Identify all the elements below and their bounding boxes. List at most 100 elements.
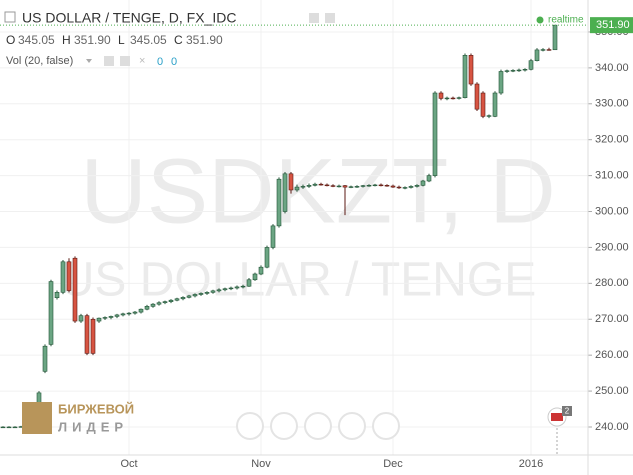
candle-body — [342, 185, 348, 188]
candle-body — [474, 83, 480, 110]
candle-body — [480, 92, 486, 117]
realtime-dot — [536, 16, 544, 24]
last-price-label: 351.90 — [596, 19, 630, 31]
candle-body — [330, 185, 336, 187]
flag: 2 — [547, 406, 572, 455]
ohlc-key: H — [62, 33, 71, 47]
zoom-out-button[interactable] — [270, 412, 298, 440]
candle-body — [12, 426, 18, 429]
settings-icon[interactable] — [120, 56, 130, 66]
candle-body — [60, 261, 66, 293]
collapse-icon[interactable] — [4, 11, 16, 23]
candle-body — [318, 183, 324, 186]
candle-body — [168, 299, 174, 302]
y-tick-label: 270.00 — [595, 313, 629, 325]
candle-body — [150, 303, 156, 307]
zoom-in-button[interactable] — [338, 412, 366, 440]
candle-body — [360, 185, 366, 187]
candle-body — [48, 281, 54, 345]
candle-body — [408, 186, 414, 188]
nav-buttons — [236, 412, 400, 440]
candle-body — [258, 266, 264, 275]
candle-body — [228, 287, 234, 290]
candle-body — [132, 311, 138, 314]
scroll-right-button[interactable] — [372, 412, 400, 440]
candle-body — [204, 292, 210, 294]
candle-body — [456, 97, 462, 99]
y-tick-label: 330.00 — [595, 98, 629, 110]
candle-body — [138, 308, 144, 313]
candle-body — [90, 318, 96, 354]
ohlc-value: 351.90 — [186, 33, 223, 47]
candle-body — [78, 315, 84, 322]
watermark-subtitle: US DOLLAR / TENGE — [60, 254, 537, 307]
ohlc-value: 351.90 — [74, 33, 111, 47]
y-tick-label: 280.00 — [595, 277, 629, 289]
candle-body — [312, 183, 318, 186]
candle-body — [180, 297, 186, 300]
candle-body — [528, 60, 534, 70]
candle-body — [66, 261, 72, 291]
x-tick-label: 2016 — [519, 458, 543, 470]
candle-body — [162, 301, 168, 304]
ohlc-key: O — [6, 33, 15, 47]
volume-value: 0 — [171, 56, 177, 68]
candle-body — [246, 279, 252, 287]
y-tick-label: 250.00 — [595, 385, 629, 397]
candle-body — [114, 314, 120, 317]
scroll-left-button[interactable] — [236, 412, 264, 440]
reset-button[interactable] — [304, 412, 332, 440]
candle-body — [372, 184, 378, 187]
candle-body — [348, 186, 354, 188]
candle-body — [216, 289, 222, 292]
candle-body — [72, 257, 78, 322]
close-icon[interactable]: × — [139, 55, 145, 67]
candle-body — [240, 285, 246, 288]
candle-body — [354, 186, 360, 188]
candle-body — [498, 71, 504, 94]
candle-body — [402, 187, 408, 189]
candle-body — [444, 97, 450, 100]
flag-badge — [562, 406, 572, 416]
candle-body — [516, 69, 522, 72]
candle-body — [396, 186, 402, 189]
candle-body — [198, 293, 204, 295]
candle-body — [108, 316, 114, 318]
candle-body — [432, 92, 438, 176]
watermark: USDKZT, D — [80, 140, 555, 242]
candle-body — [174, 298, 180, 301]
candle-body — [144, 306, 150, 310]
candle-body — [426, 175, 432, 182]
candle-body — [252, 273, 258, 281]
ohlc-value: 345.05 — [130, 33, 167, 47]
candle-body — [6, 426, 12, 429]
candle-body — [264, 247, 270, 268]
candle-body — [324, 184, 330, 187]
candle-body — [120, 313, 126, 316]
dropdown-icon[interactable] — [86, 59, 92, 63]
settings-icon[interactable] — [309, 13, 319, 23]
candle-body — [438, 92, 444, 99]
ohlc-legend: O 345.05 H 351.90 L 345.05 C 351.90 — [6, 33, 223, 47]
candle-body — [492, 92, 498, 117]
candle-body — [306, 185, 312, 187]
candle-body — [186, 295, 192, 298]
settings-icon[interactable] — [104, 56, 114, 66]
candle-body — [552, 24, 558, 51]
candle-body — [546, 49, 552, 51]
ohlc-key: L — [118, 33, 125, 47]
y-tick-label: 300.00 — [595, 205, 629, 217]
candle-body — [414, 185, 420, 187]
candle-body — [234, 286, 240, 289]
candle-body — [390, 185, 396, 188]
x-tick-label: Oct — [120, 458, 137, 470]
candle-body — [504, 70, 510, 72]
candle-body — [96, 317, 102, 322]
candle-body — [192, 294, 198, 297]
y-tick-label: 240.00 — [595, 421, 629, 433]
candle-body — [366, 185, 372, 187]
x-tick-label: Nov — [251, 458, 271, 470]
candle-body — [222, 288, 228, 291]
settings-icon[interactable] — [325, 13, 335, 23]
